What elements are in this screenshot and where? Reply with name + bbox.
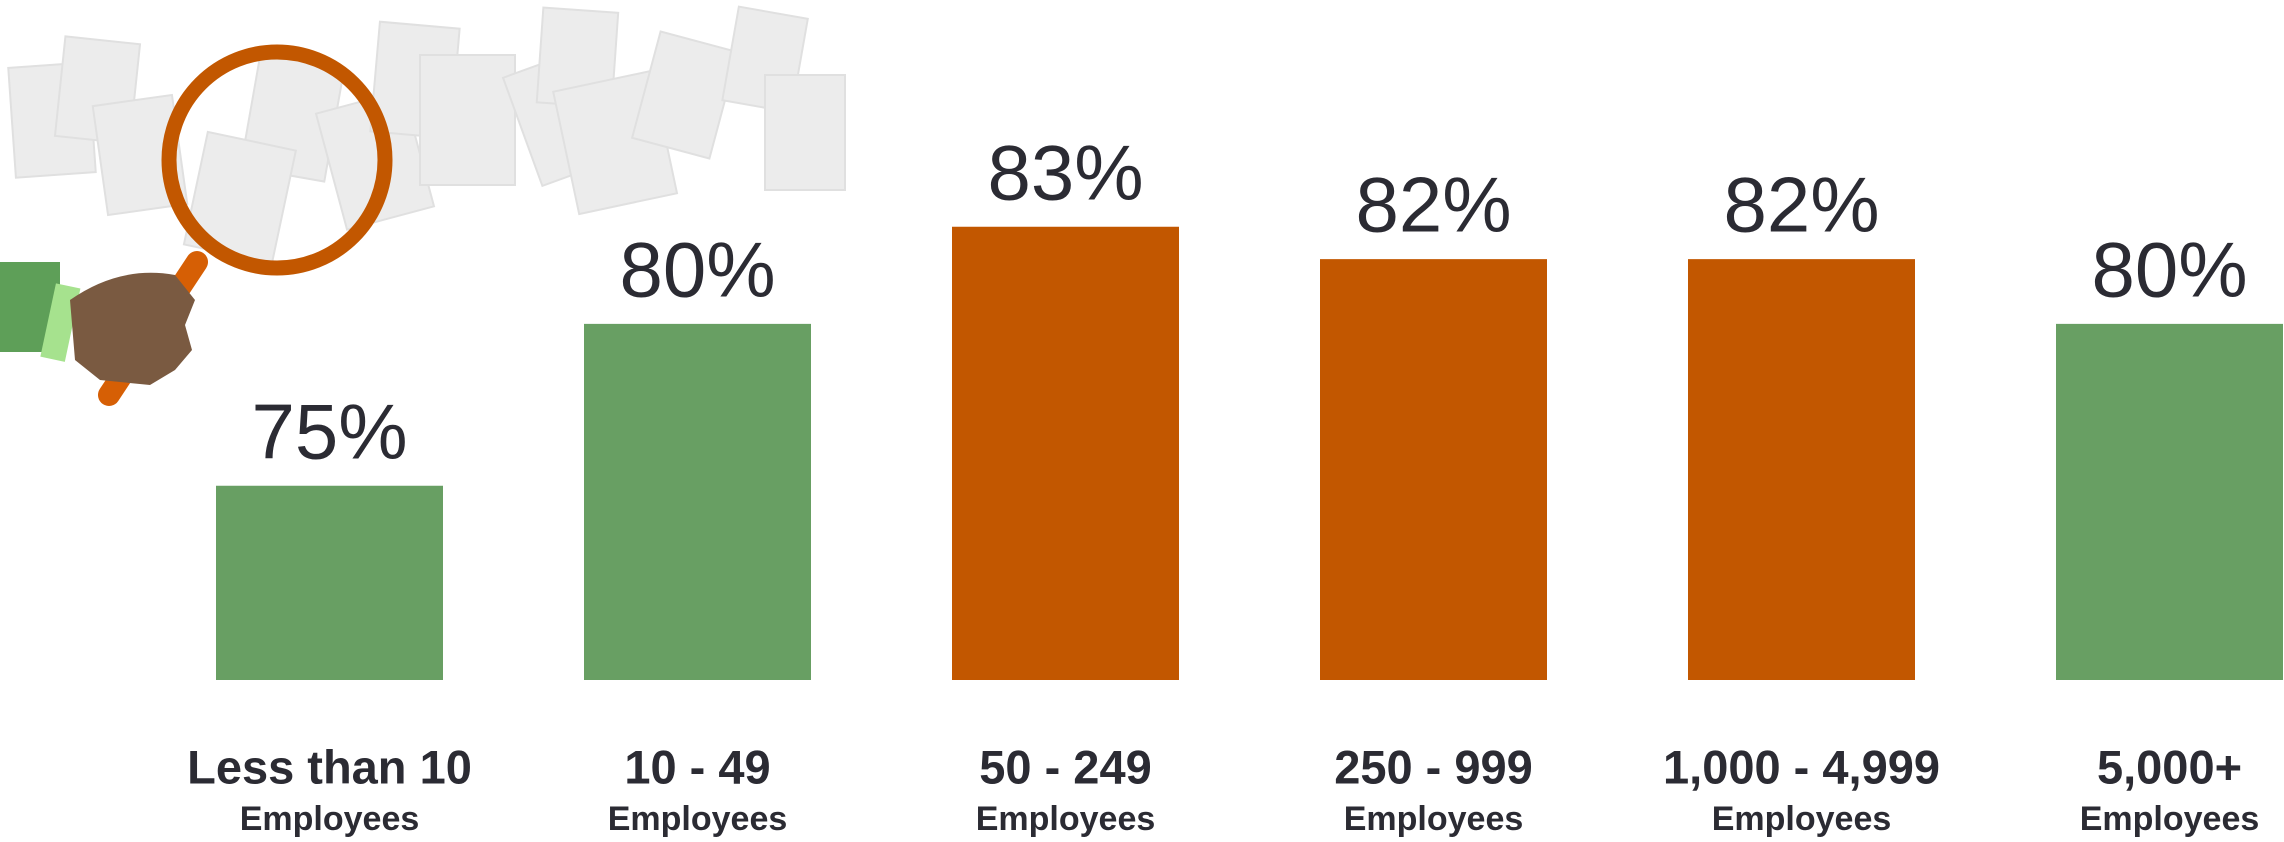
x-tick-label: 50 - 249 [979, 740, 1151, 793]
x-tick-sublabel: Employees [976, 800, 1156, 838]
x-tick-label: 1,000 - 4,999 [1663, 740, 1940, 793]
x-tick-sublabel: Employees [1712, 800, 1892, 838]
x-tick-sublabel: Employees [2080, 800, 2260, 838]
value-label: 82% [1355, 161, 1511, 249]
value-label: 80% [619, 225, 775, 313]
value-label: 82% [1723, 161, 1879, 249]
bar [1320, 259, 1547, 680]
value-label: 83% [987, 128, 1143, 216]
x-tick-label: 10 - 49 [624, 740, 770, 793]
x-tick-sublabel: Employees [240, 800, 420, 838]
bar [584, 323, 811, 680]
x-tick-label: 5,000+ [2097, 740, 2242, 793]
illustration [0, 5, 846, 406]
bar [216, 485, 443, 680]
x-tick-label: Less than 10 [187, 740, 472, 793]
x-tick-sublabel: Employees [608, 800, 788, 838]
value-label: 75% [251, 387, 407, 475]
bar [2056, 323, 2283, 680]
bar [952, 226, 1179, 680]
value-label: 80% [2091, 225, 2247, 313]
x-tick-sublabel: Employees [1344, 800, 1524, 838]
bar [1688, 259, 1915, 680]
x-tick-label: 250 - 999 [1334, 740, 1533, 793]
